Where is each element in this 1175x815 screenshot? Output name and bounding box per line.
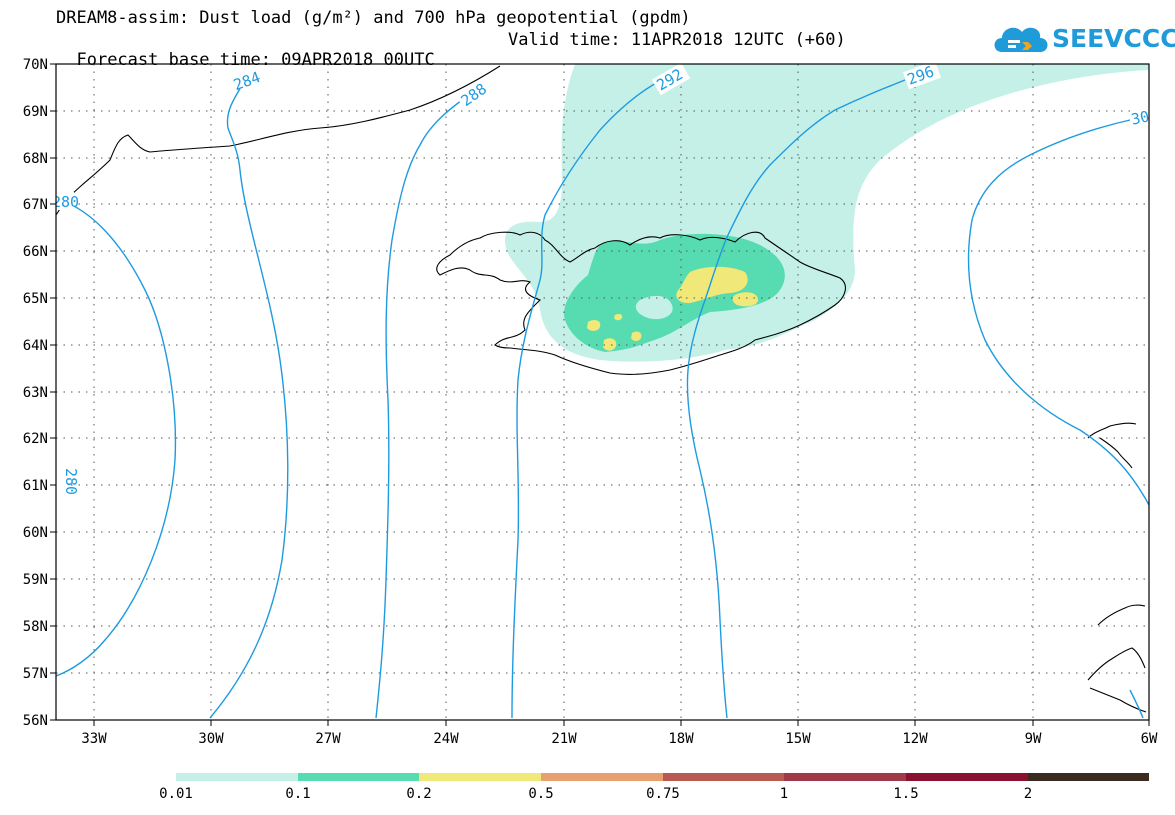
dust-area-light-inner: [635, 295, 673, 320]
dust-area-yellow: [614, 314, 623, 321]
dust-area-yellow: [676, 266, 748, 304]
contour-280-east: [1129, 689, 1144, 719]
contour-280: [56, 199, 177, 677]
logo-text: SEEVCCC: [1052, 24, 1175, 53]
dust-area-yellow: [603, 338, 617, 351]
lon-label: 30W: [198, 731, 224, 747]
lon-label: 12W: [902, 731, 928, 747]
colorbar-label: 0.2: [406, 786, 432, 802]
lon-label: 21W: [551, 731, 577, 747]
colorbar-label: 2: [1023, 786, 1033, 802]
lat-label: 62N: [23, 431, 48, 447]
dust-area-green: [564, 233, 785, 352]
cloud-logo-icon: [994, 27, 1048, 52]
axis-ticks: [50, 63, 1150, 726]
lon-label: 15W: [785, 731, 811, 747]
lon-label: 18W: [668, 731, 694, 747]
lat-label: 70N: [23, 57, 48, 73]
longitude-labels: 33W 30W 27W 24W 21W 18W 15W 12W 9W 6W: [81, 731, 1158, 747]
colorbar-segment: [541, 773, 663, 781]
dust-area-yellow: [587, 319, 601, 331]
lat-label: 57N: [23, 666, 48, 682]
colorbar-label: 0.5: [528, 786, 554, 802]
lat-label: 68N: [23, 151, 48, 167]
contour-288: [375, 97, 466, 719]
colorbar-segment: [784, 773, 906, 781]
scotland-coast: [1087, 604, 1147, 713]
map-plot-area: [505, 64, 1149, 362]
colorbar-label: 0.75: [646, 786, 680, 802]
lat-label: 58N: [23, 619, 48, 635]
colorbar-segment: [1028, 773, 1149, 781]
seevccc-logo: SEEVCCC: [990, 18, 1175, 58]
colorbar-label: 0.1: [285, 786, 311, 802]
colorbar-label: 1.5: [893, 786, 919, 802]
latitude-labels: 70N 69N 68N 67N 66N 65N 64N 63N 62N 61N …: [23, 57, 48, 729]
coastlines: [56, 65, 1147, 713]
lat-label: 60N: [23, 525, 48, 541]
colorbar-segment: [298, 773, 419, 781]
greenland-coast: [56, 65, 501, 216]
lat-label: 66N: [23, 244, 48, 260]
lon-label: 6W: [1141, 731, 1158, 747]
map-title: DREAM8-assim: Dust load (g/m²) and 700 h…: [56, 8, 691, 28]
colorbar-label: 0.01: [159, 786, 193, 802]
valid-time: Valid time: 11APR2018 12UTC (+60): [508, 30, 846, 50]
forecast-times: Forecast base time: 09APR2018 00UTC Vali…: [56, 30, 845, 90]
lon-label: 24W: [433, 731, 459, 747]
contour-label-280-top: 280: [52, 193, 79, 211]
lat-label: 65N: [23, 291, 48, 307]
contour-label-280-left: 280: [62, 468, 80, 495]
lat-label: 59N: [23, 572, 48, 588]
contour-284: [209, 79, 289, 719]
iceland-coast: [436, 231, 846, 375]
contour-296: [686, 79, 906, 719]
colorbar-segment: [176, 773, 298, 781]
lat-label: 69N: [23, 104, 48, 120]
lat-label: 61N: [23, 478, 48, 494]
lon-label: 9W: [1025, 731, 1042, 747]
lat-label: 64N: [23, 338, 48, 354]
lat-label: 56N: [23, 713, 48, 729]
dust-area-yellow: [732, 292, 758, 307]
dust-area-yellow: [631, 331, 642, 341]
lat-label: 63N: [23, 385, 48, 401]
contour-label-300: 30: [1130, 107, 1151, 128]
geopotential-contours: [56, 79, 1149, 719]
lat-label: 67N: [23, 197, 48, 213]
base-time: Forecast base time: 09APR2018 00UTC: [76, 50, 435, 70]
contour-300: [967, 119, 1149, 506]
contour-292: [511, 81, 659, 719]
colorbar-label: 1: [779, 786, 789, 802]
colorbar-segment: [663, 773, 784, 781]
colorbar-segment: [906, 773, 1028, 781]
colorbar-segment: [419, 773, 541, 781]
lon-label: 27W: [315, 731, 341, 747]
faroe-coast: [1087, 422, 1137, 469]
lon-label: 33W: [81, 731, 107, 747]
